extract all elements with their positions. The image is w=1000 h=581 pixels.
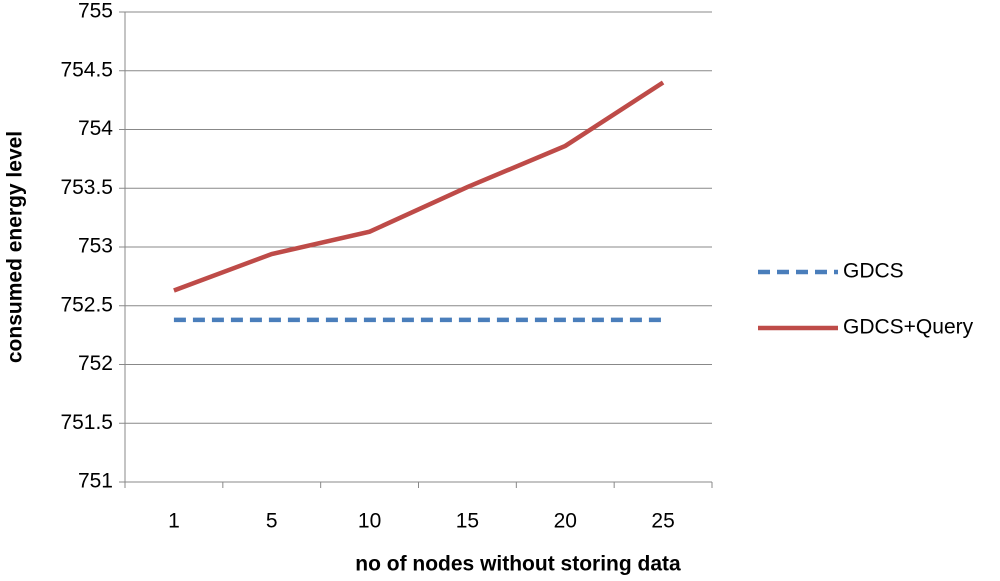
legend-label: GDCS+Query (843, 316, 974, 339)
x-tick-label: 1 (168, 510, 180, 533)
y-tick-label: 754.5 (60, 58, 113, 81)
legend-label: GDCS (843, 260, 904, 283)
x-tick-label: 20 (554, 510, 577, 533)
y-tick-label: 752.5 (60, 293, 113, 316)
y-tick-label: 751 (78, 470, 113, 493)
y-tick-label: 754 (78, 117, 113, 140)
x-tick-label: 15 (456, 510, 479, 533)
y-tick-label: 755 (78, 0, 113, 23)
x-tick-label: 5 (266, 510, 278, 533)
y-tick-label: 753 (78, 235, 113, 258)
y-tick-label: 752 (78, 352, 113, 375)
y-axis-title: consumed energy level (4, 131, 27, 363)
data-line (173, 80, 665, 293)
y-tick-label: 753.5 (60, 176, 113, 199)
x-axis-title: no of nodes without storing data (355, 553, 681, 576)
x-tick-label: 10 (358, 510, 381, 533)
y-tick-label: 751.5 (60, 411, 113, 434)
x-tick-label: 25 (651, 510, 674, 533)
